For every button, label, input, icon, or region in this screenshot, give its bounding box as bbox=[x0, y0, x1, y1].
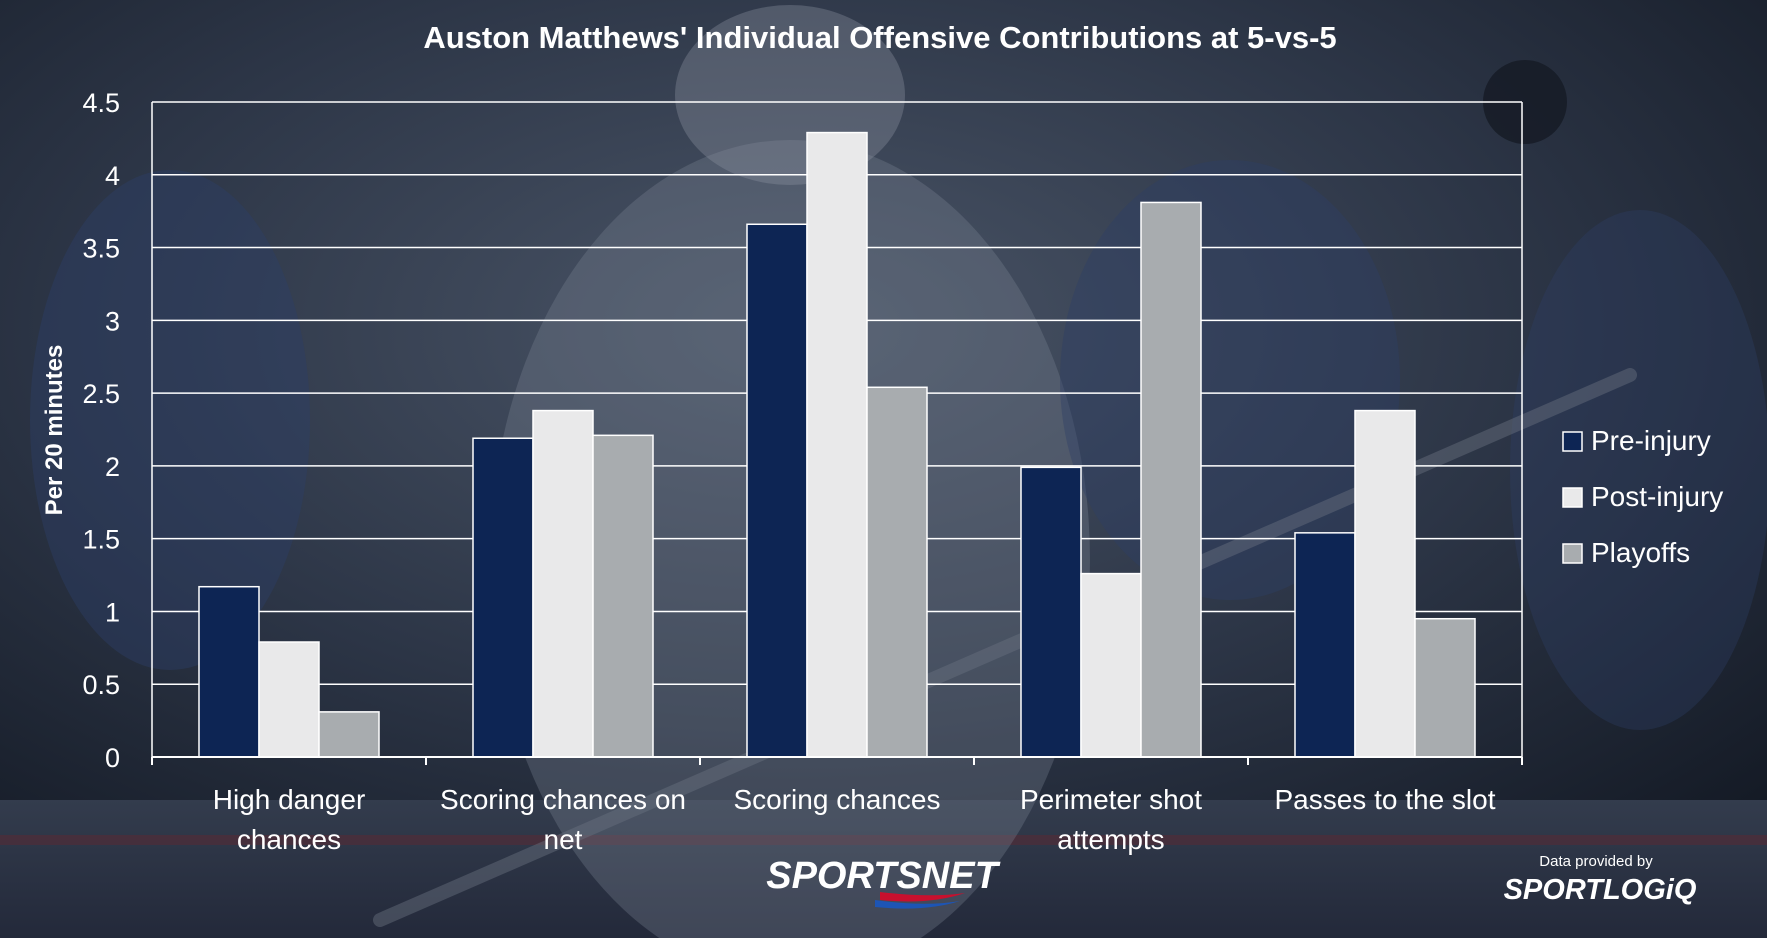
y-tick-label: 0 bbox=[105, 743, 120, 773]
bar-pre-injury bbox=[746, 223, 808, 758]
sportsnet-swoosh-blue-icon bbox=[875, 900, 960, 909]
x-category-label: net bbox=[544, 824, 583, 855]
y-axis-tick-labels: 0 0.5 1 1.5 2 2.5 3 3.5 4 4.5 bbox=[82, 88, 120, 773]
x-category-label: Scoring chances bbox=[733, 784, 940, 815]
bar-playoffs bbox=[1140, 201, 1202, 758]
y-tick-label: 3 bbox=[105, 306, 120, 336]
data-provider-caption: Data provided by bbox=[1539, 853, 1653, 870]
y-tick-label: 2.5 bbox=[82, 379, 120, 409]
legend-label: Pre-injury bbox=[1591, 425, 1711, 456]
legend-swatch bbox=[1562, 431, 1583, 452]
y-tick-label: 0.5 bbox=[82, 670, 120, 700]
y-axis-label: Per 20 minutes bbox=[41, 345, 68, 516]
x-category-label: Passes to the slot bbox=[1274, 784, 1495, 815]
bar-pre-injury bbox=[1294, 532, 1356, 758]
legend-swatch bbox=[1562, 487, 1583, 508]
bar-series bbox=[198, 131, 1476, 758]
bar-post-injury bbox=[532, 409, 594, 758]
bar-post-injury bbox=[258, 641, 320, 758]
chart-title: Auston Matthews' Individual Offensive Co… bbox=[423, 20, 1336, 55]
bar-pre-injury bbox=[1020, 466, 1082, 758]
x-category-label: chances bbox=[237, 824, 341, 855]
x-axis bbox=[151, 756, 1523, 765]
legend-label: Post-injury bbox=[1591, 481, 1723, 512]
bar-playoffs bbox=[318, 711, 380, 758]
legend-swatch bbox=[1562, 543, 1583, 564]
bar-playoffs bbox=[592, 434, 654, 758]
y-tick-label: 1.5 bbox=[82, 525, 120, 555]
x-category-label: High danger bbox=[213, 784, 366, 815]
x-category-label: Perimeter shot bbox=[1020, 784, 1202, 815]
bar-playoffs bbox=[866, 386, 928, 758]
legend: Pre-injury Post-injury Playoffs bbox=[1562, 425, 1723, 568]
bar-post-injury bbox=[1354, 409, 1416, 758]
y-tick-label: 4.5 bbox=[82, 88, 120, 118]
y-tick-label: 2 bbox=[105, 452, 120, 482]
bar-pre-injury bbox=[198, 585, 260, 758]
sportlogiq-wordmark: SPORTLOGiQ bbox=[1504, 874, 1697, 906]
sportsnet-logo: SPORTSNET bbox=[766, 855, 1001, 909]
bar-pre-injury bbox=[472, 437, 534, 758]
y-tick-label: 3.5 bbox=[82, 234, 120, 264]
x-category-label: Scoring chances on bbox=[440, 784, 686, 815]
x-axis-category-labels: High danger chances Scoring chances on net S… bbox=[213, 784, 1496, 855]
bar-playoffs bbox=[1414, 617, 1476, 758]
y-tick-label: 4 bbox=[105, 161, 120, 191]
y-tick-label: 1 bbox=[105, 597, 120, 627]
sportsnet-swoosh-icon bbox=[880, 892, 965, 902]
sportsnet-wordmark: SPORTSNET bbox=[766, 855, 1000, 897]
data-provider-credit: Data provided by SPORTLOGiQ bbox=[1504, 853, 1697, 906]
legend-label: Playoffs bbox=[1591, 537, 1690, 568]
bar-post-injury bbox=[806, 131, 868, 758]
x-category-label: attempts bbox=[1057, 824, 1164, 855]
bar-post-injury bbox=[1080, 572, 1142, 758]
